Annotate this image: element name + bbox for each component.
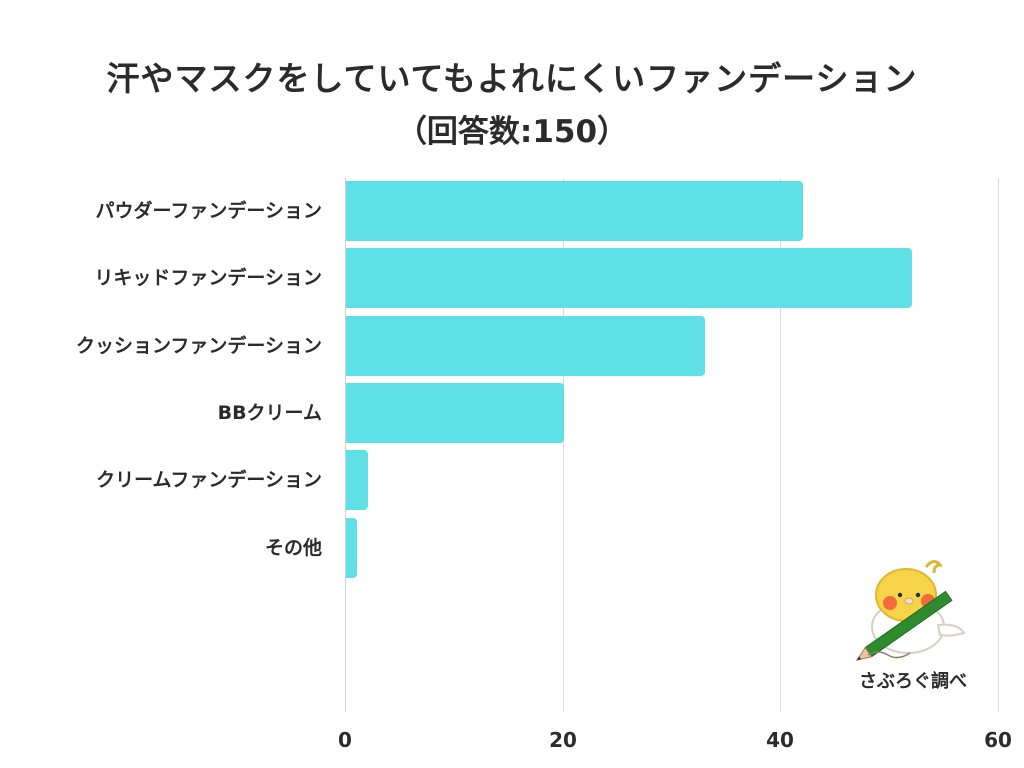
bar bbox=[346, 248, 912, 308]
bar bbox=[346, 316, 705, 376]
bar bbox=[346, 181, 803, 241]
cockatiel-with-pencil-icon bbox=[855, 560, 966, 661]
category-label: リキッドファンデーション bbox=[94, 267, 322, 289]
category-label: クッションファンデーション bbox=[75, 335, 322, 357]
bar bbox=[346, 450, 368, 510]
category-label: パウダーファンデーション bbox=[95, 200, 322, 222]
chart-title: 汗やマスクをしていてもよれにくいファンデーション bbox=[106, 59, 918, 98]
logo-text: さぶろぐ調べ bbox=[859, 671, 967, 692]
chart-subtitle: （回答数:150） bbox=[395, 114, 629, 150]
category-label: BBクリーム bbox=[217, 402, 322, 424]
gridline-60 bbox=[998, 178, 999, 712]
x-tick-label: 40 bbox=[766, 728, 794, 752]
gridline-20 bbox=[563, 178, 564, 712]
logo: さぶろぐ調べ bbox=[838, 555, 988, 695]
bar bbox=[346, 383, 564, 443]
category-label: その他 bbox=[264, 537, 322, 559]
x-tick-label: 60 bbox=[984, 728, 1012, 752]
gridline-0 bbox=[345, 178, 346, 712]
x-tick-label: 20 bbox=[549, 728, 577, 752]
category-label: クリームファンデーション bbox=[96, 469, 322, 491]
x-tick-label: 0 bbox=[338, 728, 352, 752]
bar bbox=[346, 518, 357, 578]
gridline-40 bbox=[780, 178, 781, 712]
